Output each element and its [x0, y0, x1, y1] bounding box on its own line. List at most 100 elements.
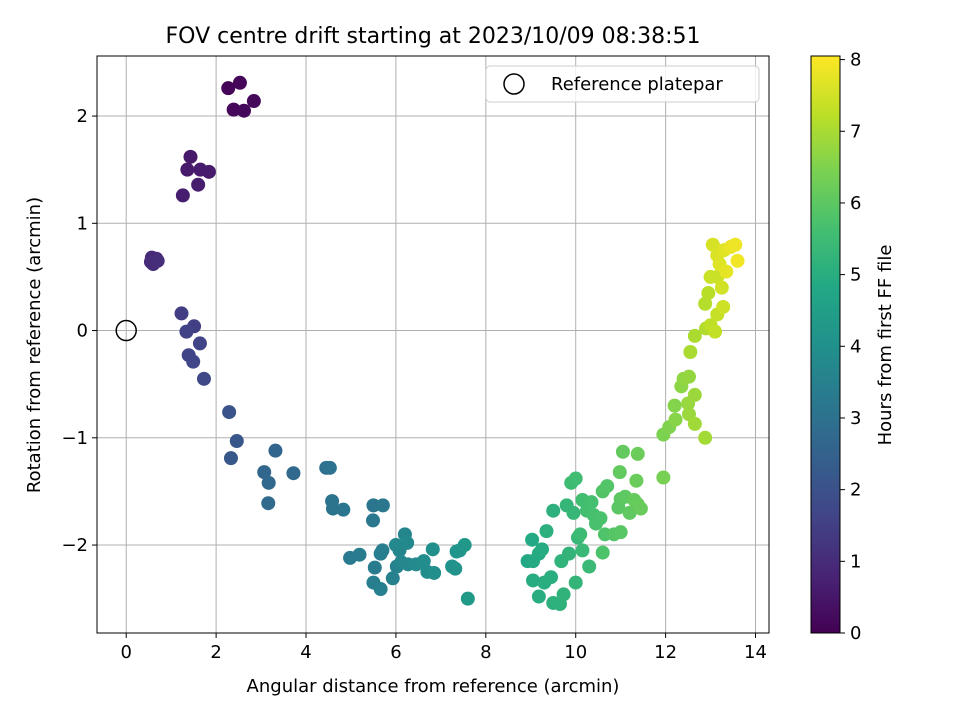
data-point	[186, 354, 201, 369]
data-point	[705, 237, 720, 252]
colorbar-tick-label: 1	[850, 551, 861, 572]
data-point	[180, 162, 195, 177]
data-point	[179, 324, 194, 339]
y-axis-label: Rotation from reference (arcmin)	[24, 197, 45, 493]
data-point	[687, 416, 702, 431]
data-point	[573, 527, 588, 542]
data-point	[373, 582, 388, 597]
data-point	[600, 479, 615, 494]
data-point	[352, 547, 367, 562]
data-point	[582, 559, 597, 574]
data-point	[232, 75, 247, 90]
data-point	[546, 503, 561, 518]
data-point	[556, 587, 571, 602]
data-point	[150, 253, 165, 268]
data-point	[427, 565, 442, 580]
colorbar-tick-label: 7	[850, 121, 861, 142]
data-point	[568, 471, 583, 486]
data-point	[539, 524, 554, 539]
x-tick-label: 10	[564, 642, 587, 663]
data-point	[703, 269, 718, 284]
data-point	[448, 561, 463, 576]
x-tick-label: 8	[480, 642, 491, 663]
reference-platepar-marker	[115, 319, 137, 342]
data-point	[613, 525, 628, 540]
data-point	[714, 280, 729, 295]
data-point	[223, 451, 238, 466]
colorbar-tick-label: 6	[850, 193, 861, 214]
data-point	[595, 545, 610, 560]
data-point	[566, 505, 581, 520]
x-axis-ticks: 0 2 4 6 8 10 12 14	[120, 633, 767, 663]
data-point	[336, 502, 351, 517]
legend-marker	[503, 73, 525, 95]
data-point	[375, 498, 390, 513]
data-points	[143, 75, 745, 612]
data-point	[730, 253, 745, 268]
data-point	[667, 398, 682, 413]
data-point	[416, 554, 431, 569]
data-point	[257, 465, 272, 480]
y-tick-label: 2	[77, 106, 88, 127]
x-tick-label: 0	[120, 642, 131, 663]
data-point	[543, 570, 558, 585]
data-point	[400, 535, 415, 550]
colorbar-tick-label: 0	[850, 623, 861, 644]
data-point	[457, 538, 472, 553]
data-point	[698, 296, 713, 311]
data-point	[687, 328, 702, 343]
data-point	[615, 444, 630, 459]
data-point	[365, 513, 380, 528]
colorbar-ticks: 0 1 2 3 4 5 6 7 8	[840, 50, 861, 644]
x-tick-label: 4	[300, 642, 311, 663]
data-point	[222, 405, 237, 420]
colorbar-tick-label: 5	[850, 265, 861, 286]
legend-label: Reference platepar	[551, 74, 723, 95]
data-point	[367, 560, 382, 575]
data-point	[385, 571, 400, 586]
data-point	[388, 538, 403, 553]
data-point	[201, 164, 216, 179]
data-point	[728, 237, 743, 252]
x-tick-label: 6	[390, 642, 401, 663]
data-point	[593, 511, 608, 526]
data-point	[630, 446, 645, 461]
x-tick-label: 14	[744, 642, 767, 663]
data-point	[668, 412, 683, 427]
x-axis-label: Angular distance from reference (arcmin)	[247, 676, 620, 697]
colorbar-tick-label: 2	[850, 480, 861, 501]
y-tick-label: −1	[61, 428, 88, 449]
data-point	[174, 306, 189, 321]
data-point	[286, 466, 301, 481]
y-tick-label: 1	[77, 213, 88, 234]
data-point	[175, 188, 190, 203]
colorbar-gradient	[810, 55, 841, 634]
data-point	[425, 542, 440, 557]
data-point	[568, 575, 583, 590]
data-point	[681, 369, 696, 384]
data-point	[236, 103, 251, 118]
data-point	[322, 460, 337, 475]
data-point	[261, 475, 276, 490]
data-point	[612, 465, 627, 480]
colorbar-tick-label: 4	[850, 336, 861, 357]
data-point	[633, 501, 648, 516]
data-point	[325, 501, 340, 516]
data-point	[531, 589, 546, 604]
data-point	[719, 264, 734, 279]
data-point	[375, 543, 390, 558]
data-point	[192, 336, 207, 351]
data-point	[525, 532, 540, 547]
data-point	[191, 177, 206, 192]
data-point	[716, 299, 731, 314]
data-point	[229, 434, 244, 449]
data-point	[535, 542, 550, 557]
data-point	[683, 345, 698, 360]
x-tick-label: 2	[210, 642, 221, 663]
plot-frame	[96, 55, 770, 634]
colorbar-tick-label: 8	[850, 50, 861, 71]
data-point	[656, 470, 671, 485]
colorbar-label: Hours from first FF file	[875, 245, 896, 446]
chart-title: FOV centre drift starting at 2023/10/09 …	[166, 24, 701, 49]
